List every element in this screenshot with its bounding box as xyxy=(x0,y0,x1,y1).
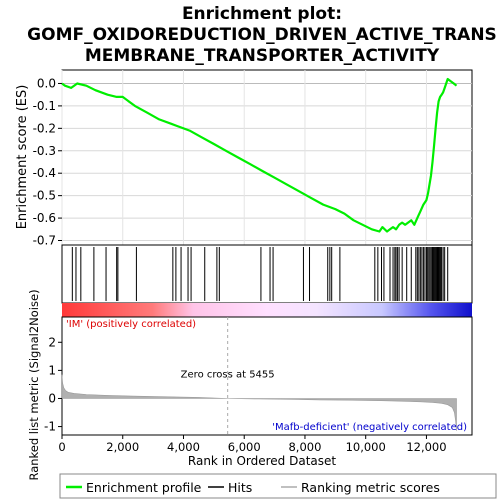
metric-y-tick-label: 2 xyxy=(48,335,56,349)
es-y-axis-label: Enrichment score (ES) xyxy=(15,85,30,230)
positive-correlation-label: 'IM' (positively correlated) xyxy=(66,319,196,330)
x-tick-label: 10,000 xyxy=(346,440,386,454)
ranking-metric-area xyxy=(61,374,457,431)
x-tick-label: 0 xyxy=(58,440,65,454)
es-y-tick-label: -0.1 xyxy=(33,99,56,113)
x-tick-label: 6,000 xyxy=(228,440,261,454)
x-tick-label: 12,000 xyxy=(406,440,446,454)
rank-color-bar xyxy=(62,303,472,317)
metric-y-tick-label: -1 xyxy=(44,420,56,434)
chart-title-line-1: Enrichment plot: xyxy=(182,4,342,24)
es-profile-line xyxy=(61,77,458,233)
metric-y-tick-label: 0 xyxy=(48,391,56,405)
legend-box xyxy=(59,473,497,499)
chart-title-line-3: MEMBRANE_TRANSPORTER_ACTIVITY xyxy=(85,46,440,66)
x-axis-label: Rank in Ordered Dataset xyxy=(188,454,336,468)
x-tick-label: 4,000 xyxy=(167,440,200,454)
es-grid xyxy=(61,70,472,245)
hits-marks xyxy=(71,247,449,301)
es-y-tick-label: -0.2 xyxy=(33,121,56,135)
x-axis: 0 2,000 4,000 6,000 8,000 10,000 12,000 xyxy=(58,435,447,454)
legend-metric-label: Ranking metric scores xyxy=(301,480,440,495)
es-y-tick-label: 0.0 xyxy=(37,76,56,90)
metric-y-axis-label: Ranked list metric (Signal2Noise) xyxy=(27,289,41,480)
zero-cross-label: Zero cross at 5455 xyxy=(181,369,275,380)
legend-hits-label: Hits xyxy=(228,480,252,495)
metric-panel-frame xyxy=(61,316,473,436)
legend-es-label: Enrichment profile xyxy=(86,480,202,495)
es-y-tick-label: -0.3 xyxy=(33,144,56,158)
es-y-axis: 0.0 -0.1 -0.2 -0.3 -0.4 -0.5 -0.6 -0.7 xyxy=(33,76,62,248)
chart-title-line-2: GOMF_OXIDOREDUCTION_DRIVEN_ACTIVE_TRANS xyxy=(27,25,497,45)
metric-y-tick-label: 1 xyxy=(48,363,56,377)
x-tick-label: 8,000 xyxy=(288,440,321,454)
negative-correlation-label: 'Mafb-deficient' (negatively correlated) xyxy=(272,422,467,433)
hits-panel-frame xyxy=(61,244,473,304)
es-panel-frame xyxy=(61,69,473,246)
es-y-tick-label: -0.4 xyxy=(33,166,56,180)
es-y-tick-label: -0.7 xyxy=(33,234,56,248)
es-y-tick-label: -0.5 xyxy=(33,189,56,203)
es-y-tick-label: -0.6 xyxy=(33,211,56,225)
x-tick-label: 2,000 xyxy=(106,440,139,454)
metric-y-axis: 2 1 0 -1 xyxy=(44,335,62,434)
